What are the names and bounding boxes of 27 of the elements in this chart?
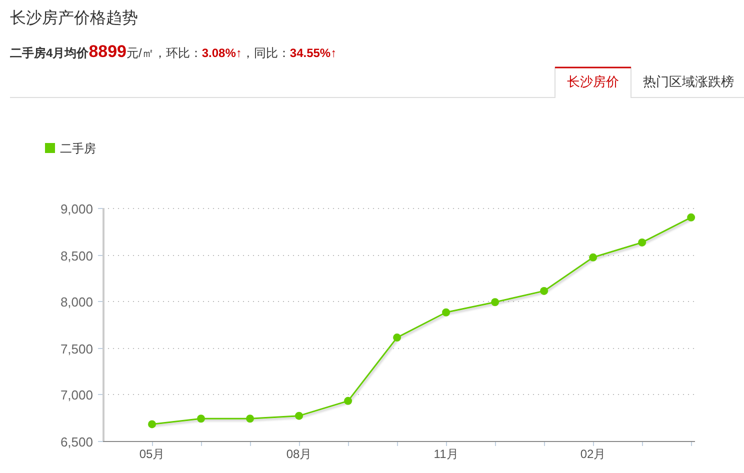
chart-title: 长沙房产价格趋势: [10, 9, 138, 27]
point: [197, 414, 206, 423]
point: [393, 334, 402, 342]
point: [148, 420, 156, 428]
y-tick-label: 9,000: [60, 202, 93, 216]
x-tick-label: 11月: [434, 447, 458, 461]
y-tick-label: 8,000: [60, 294, 93, 310]
point: [344, 396, 352, 405]
point: [295, 412, 304, 420]
y-tick-label: 7,000: [60, 388, 93, 402]
point: [491, 298, 500, 306]
point: [589, 253, 598, 262]
tab-label: 热门区域涨跌榜: [643, 74, 734, 89]
tab-label: 长沙房价: [567, 74, 619, 89]
chart-subtitle: 二手房4月均价8899元/㎡，环比：3.08%↑，同比：34.55%↑: [10, 42, 337, 61]
point: [638, 238, 646, 246]
y-tick-label: 7,500: [60, 342, 93, 356]
point: [540, 286, 548, 295]
point: [246, 414, 254, 423]
legend-label: 二手房: [60, 142, 96, 156]
point: [687, 213, 696, 222]
x-tick-label: 02月: [580, 447, 606, 461]
point: [442, 308, 450, 316]
y-tick-label: 8,500: [60, 248, 93, 264]
y-tick-label: 6,500: [60, 434, 93, 450]
x-tick-label: 05月: [139, 447, 165, 461]
x-tick-label: 08月: [286, 447, 312, 461]
